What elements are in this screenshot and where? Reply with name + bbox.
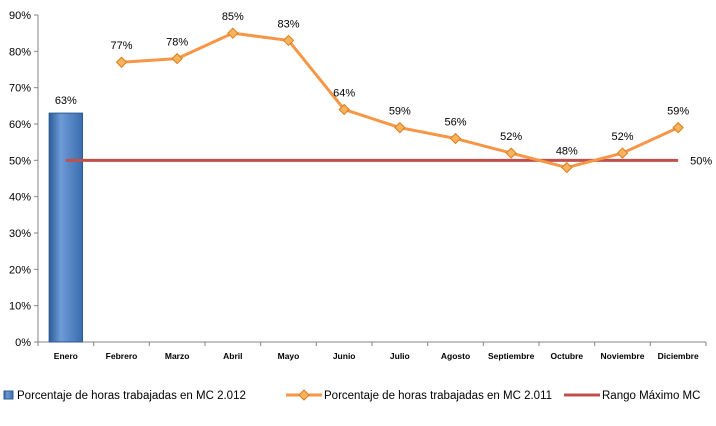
line-marker	[394, 121, 406, 134]
line-marker	[449, 132, 462, 145]
series-line	[121, 31, 679, 170]
line-marker	[171, 52, 183, 65]
legend-bar-swatch	[3, 390, 14, 400]
line-data-label: 64%	[333, 87, 355, 99]
x-tick-label: Febrero	[106, 351, 138, 361]
x-tick-label: Noviembre	[601, 351, 645, 361]
x-tick-label: Junio	[333, 351, 356, 361]
legend-label: Rango Máximo MC	[602, 390, 700, 402]
line-data-label: 48%	[556, 146, 578, 158]
line-data-label: 59%	[667, 106, 689, 118]
y-tick-label: 50%	[9, 155, 31, 167]
y-tick-label: 0%	[15, 337, 31, 349]
legend: Porcentaje de horas trabajadas en MC 2.0…	[3, 389, 700, 402]
y-tick-label: 40%	[9, 192, 31, 204]
x-tick-label: Mayo	[278, 351, 300, 361]
line-data-label: 52%	[500, 131, 522, 143]
y-tick-label: 10%	[9, 301, 31, 313]
line-data-label: 56%	[444, 117, 466, 129]
line-data-label: 59%	[389, 106, 411, 118]
x-axis: Enero Febrero Marzo Abril Mayo Junio Julio Agos…	[37, 341, 707, 361]
x-tick-label: Septiembre	[488, 351, 535, 361]
x-tick-label: Octubre	[551, 351, 584, 361]
y-tick-label: 60%	[9, 119, 31, 131]
line-marker	[338, 103, 350, 116]
line-data-label: 78%	[166, 37, 188, 49]
y-tick-label: 20%	[9, 264, 31, 276]
reference-line-series: 50%	[65, 155, 712, 167]
y-axis: 0% 10% 20% 30% 40% 50% 60% 70% 80% 90%	[9, 10, 39, 349]
line-data-label: 83%	[277, 18, 299, 30]
x-tick-label: Agosto	[441, 351, 470, 361]
x-tick-label: Marzo	[165, 351, 190, 361]
line-marker	[282, 34, 295, 47]
x-tick-label: Julio	[390, 351, 410, 361]
legend-line-marker	[298, 389, 310, 401]
legend-label: Porcentaje de horas trabajadas en MC 2.0…	[17, 390, 246, 402]
reference-line-label: 50%	[690, 155, 712, 167]
data-labels: 63% 77% 78% 85% 83% 64% 59% 56% 52% 48% 52% 59%	[55, 11, 690, 157]
line-series	[115, 27, 684, 174]
line-data-label: 52%	[611, 131, 633, 143]
line-marker	[672, 121, 684, 134]
bar	[48, 112, 84, 343]
x-tick-label: Enero	[54, 351, 78, 361]
line-data-label: 85%	[222, 11, 244, 23]
line-marker	[561, 161, 573, 174]
y-tick-label: 90%	[9, 10, 31, 22]
y-tick-label: 70%	[9, 83, 31, 95]
line-data-label: 77%	[110, 40, 132, 52]
y-tick-label: 30%	[9, 228, 31, 240]
bar-series	[48, 112, 84, 343]
line-marker	[505, 147, 517, 159]
x-tick-label: Abril	[223, 351, 242, 361]
line-marker	[115, 56, 128, 68]
x-tick-label: Diciembre	[658, 351, 699, 361]
y-tick-label: 80%	[9, 46, 31, 58]
bar-data-label: 63%	[55, 95, 77, 107]
legend-label: Porcentaje de horas trabajadas en MC 2.0…	[324, 390, 552, 402]
line-marker	[227, 27, 239, 39]
line-marker	[616, 147, 629, 159]
